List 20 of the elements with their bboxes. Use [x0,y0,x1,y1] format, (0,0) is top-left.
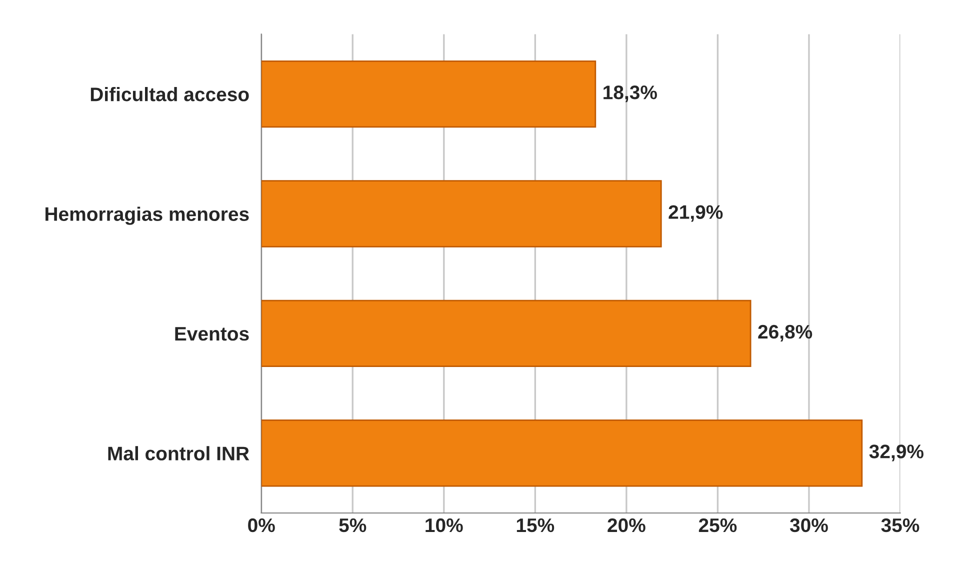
y-tick-label: Eventos [175,327,249,341]
y-tick-label: Dificultad acceso [90,87,249,102]
data-label: 32,9% [869,444,924,462]
x-tick-label: 20% [608,518,646,532]
x-tick-label: 0% [248,518,275,532]
bar [261,420,863,487]
bar [261,60,596,128]
bar [261,180,662,248]
bar [261,300,752,368]
data-label: 21,9% [668,205,723,222]
y-tick-label: Mal control INR [108,446,250,460]
x-tick-label: 25% [698,518,737,532]
data-label: 26,8% [758,324,812,342]
y-tick-label: Hemorragias menores [46,206,249,225]
x-tick-label: 5% [339,518,366,532]
x-tick-label: 15% [516,518,554,532]
x-tick-label: 35% [881,518,920,532]
x-tick-label: 10% [426,518,463,532]
data-label: 18,3% [604,86,657,102]
x-tick-label: 30% [790,518,828,532]
